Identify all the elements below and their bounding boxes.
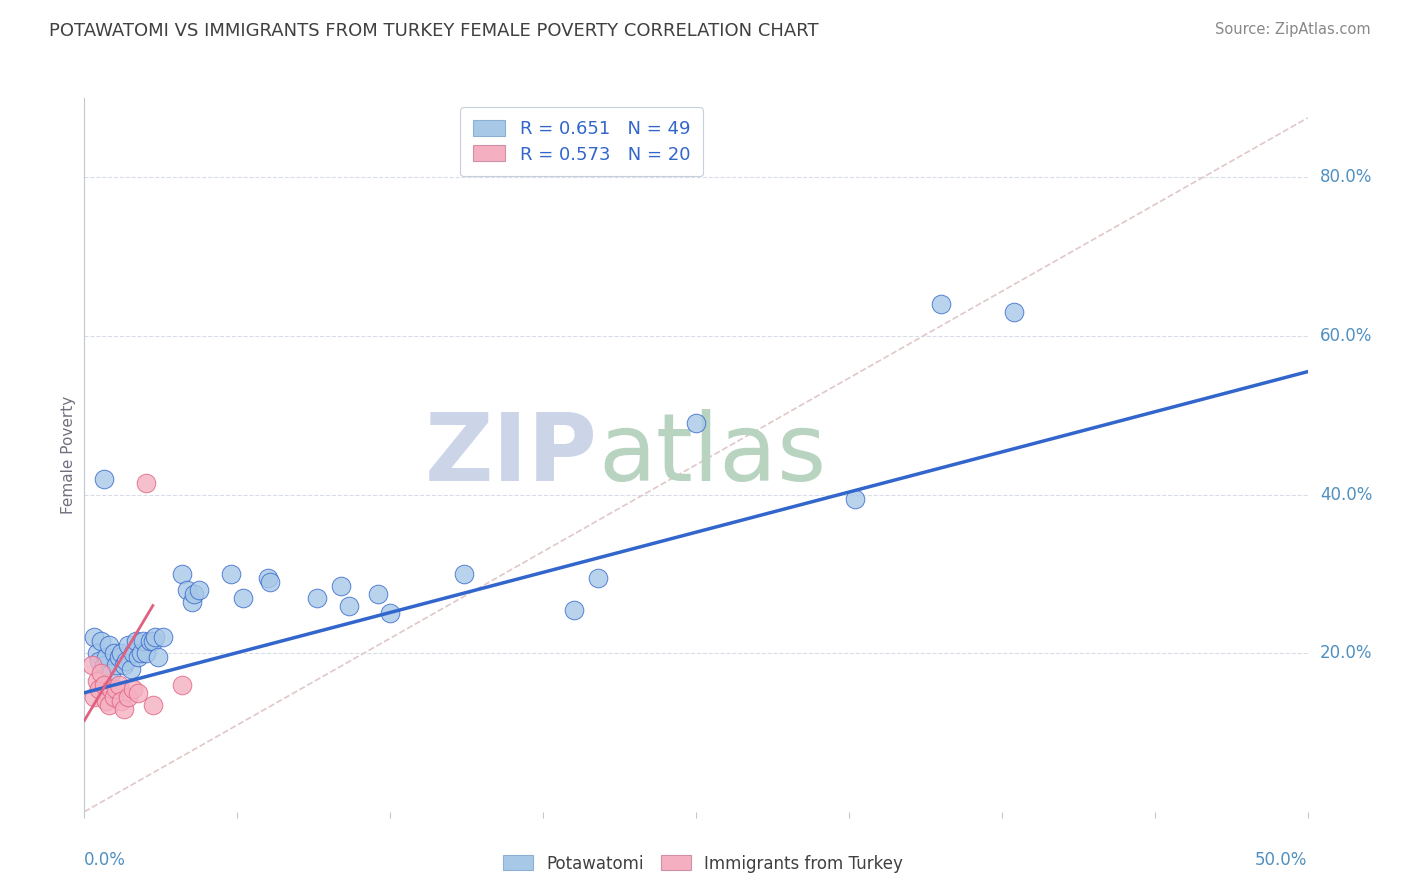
Text: 0.0%: 0.0%	[84, 851, 127, 869]
Point	[117, 638, 139, 652]
Point	[87, 681, 110, 696]
Point	[122, 646, 145, 660]
Point	[172, 566, 194, 581]
Point	[259, 574, 281, 589]
Point	[87, 654, 110, 668]
Point	[844, 491, 866, 506]
Point	[90, 665, 112, 680]
Point	[183, 587, 205, 601]
Point	[93, 658, 115, 673]
Point	[1002, 305, 1025, 319]
Point	[107, 650, 129, 665]
Point	[86, 673, 108, 688]
Point	[105, 681, 128, 696]
Text: Source: ZipAtlas.com: Source: ZipAtlas.com	[1215, 22, 1371, 37]
Point	[367, 587, 389, 601]
Point	[143, 630, 166, 644]
Point	[125, 634, 148, 648]
Point	[110, 694, 132, 708]
Point	[103, 646, 125, 660]
Point	[110, 646, 132, 660]
Text: 40.0%: 40.0%	[1320, 485, 1372, 504]
Point	[115, 654, 138, 668]
Point	[80, 658, 103, 673]
Point	[93, 678, 115, 692]
Point	[127, 686, 149, 700]
Point	[135, 475, 157, 490]
Point	[146, 650, 169, 665]
Point	[107, 678, 129, 692]
Point	[83, 630, 105, 644]
Point	[142, 634, 165, 648]
Point	[232, 591, 254, 605]
Legend: R = 0.651   N = 49, R = 0.573   N = 20: R = 0.651 N = 49, R = 0.573 N = 20	[460, 107, 703, 177]
Point	[188, 582, 211, 597]
Point	[139, 634, 162, 648]
Point	[100, 681, 122, 696]
Text: 80.0%: 80.0%	[1320, 169, 1372, 186]
Point	[380, 607, 402, 621]
Point	[120, 662, 142, 676]
Point	[337, 599, 360, 613]
Point	[685, 416, 707, 430]
Point	[562, 602, 585, 616]
Point	[83, 690, 105, 704]
Point	[453, 566, 475, 581]
Point	[97, 698, 120, 712]
Point	[103, 690, 125, 704]
Y-axis label: Female Poverty: Female Poverty	[60, 396, 76, 514]
Point	[90, 634, 112, 648]
Point	[93, 472, 115, 486]
Point	[105, 658, 128, 673]
Text: 60.0%: 60.0%	[1320, 327, 1372, 345]
Point	[172, 678, 194, 692]
Point	[100, 665, 122, 680]
Point	[112, 658, 135, 673]
Point	[929, 297, 952, 311]
Point	[132, 634, 155, 648]
Text: POTAWATOMI VS IMMIGRANTS FROM TURKEY FEMALE POVERTY CORRELATION CHART: POTAWATOMI VS IMMIGRANTS FROM TURKEY FEM…	[49, 22, 818, 40]
Point	[127, 650, 149, 665]
Point	[112, 701, 135, 715]
Point	[135, 646, 157, 660]
Point	[122, 681, 145, 696]
Point	[176, 582, 198, 597]
Point	[181, 594, 204, 608]
Point	[305, 591, 328, 605]
Point	[257, 571, 280, 585]
Point	[117, 690, 139, 704]
Text: 50.0%: 50.0%	[1256, 851, 1308, 869]
Point	[219, 566, 242, 581]
Point	[97, 638, 120, 652]
Text: atlas: atlas	[598, 409, 827, 501]
Point	[96, 694, 118, 708]
Point	[586, 571, 609, 585]
Text: ZIP: ZIP	[425, 409, 598, 501]
Point	[86, 646, 108, 660]
Point	[129, 646, 152, 660]
Text: 20.0%: 20.0%	[1320, 644, 1372, 662]
Point	[142, 698, 165, 712]
Point	[96, 650, 118, 665]
Point	[330, 579, 353, 593]
Legend: Potawatomi, Immigrants from Turkey: Potawatomi, Immigrants from Turkey	[496, 848, 910, 880]
Point	[152, 630, 174, 644]
